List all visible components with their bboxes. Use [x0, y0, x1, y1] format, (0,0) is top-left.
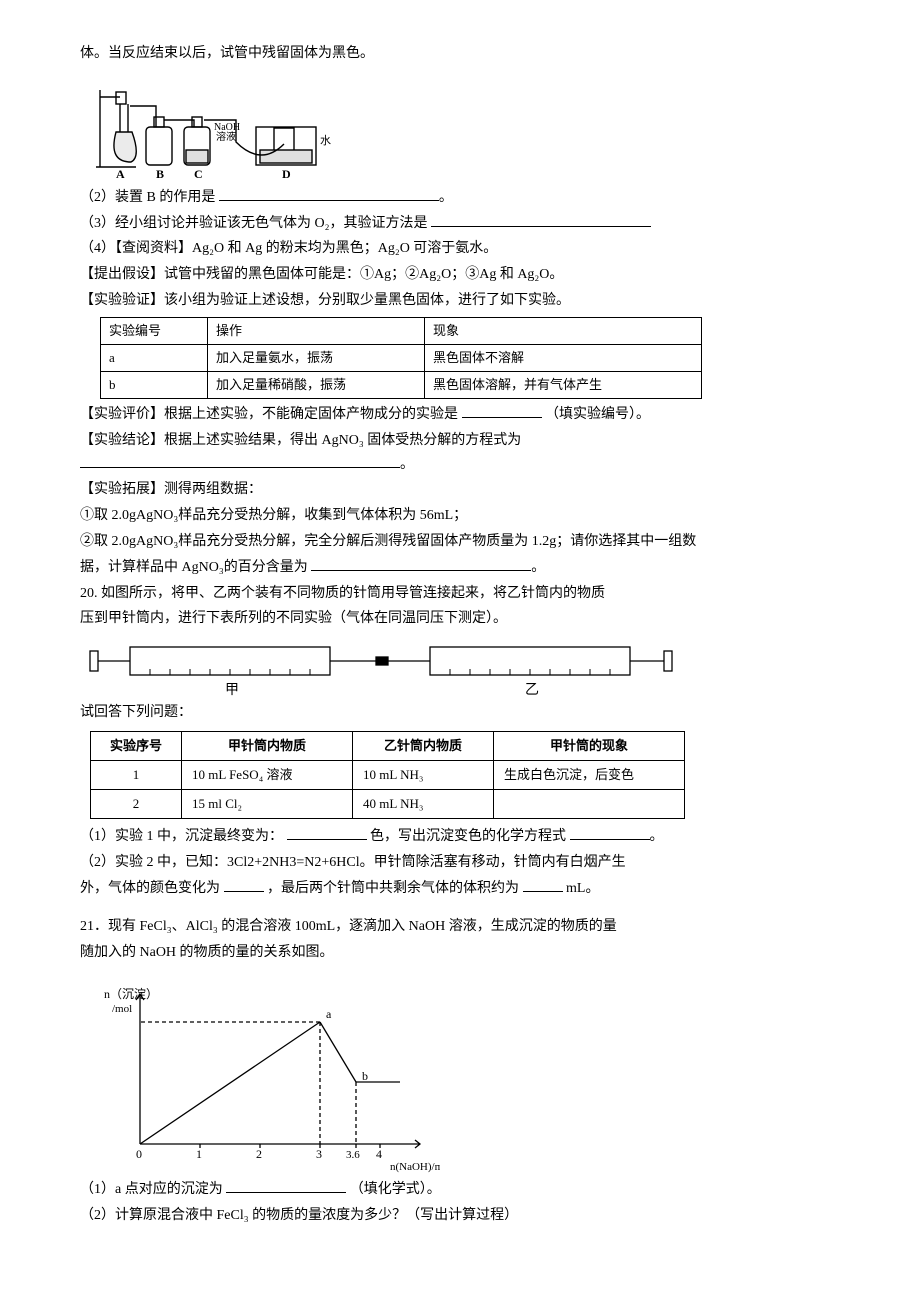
table-row: 实验编号 操作 现象 [101, 317, 702, 344]
q21-1-text: （1）a 点对应的沉淀为 [80, 1182, 223, 1197]
q20-2c-text: ，最后两个针筒中共剩余气体的体积约为 [267, 881, 519, 896]
tick-1: 1 [196, 1147, 202, 1161]
q21-1: （1）a 点对应的沉淀为 （填化学式）。 [80, 1178, 840, 1202]
eval-text: 【实验评价】根据上述实验，不能确定固体产物成分的实验是 [80, 407, 458, 422]
cell: b [101, 371, 208, 398]
syringe-left-label: 甲 [225, 683, 239, 698]
blank-colorchange [224, 877, 264, 892]
spacer [80, 903, 840, 913]
blank-percent [311, 556, 531, 571]
table-row: 实验序号 甲针筒内物质 乙针筒内物质 甲针筒的现象 [91, 732, 685, 761]
th-op: 操作 [208, 317, 425, 344]
y-axis-label-1: n（沉淀） [104, 987, 158, 1001]
intro-line: 体。当反应结束以后，试管中残留固体为黑色。 [80, 42, 840, 66]
blank-eq2 [570, 825, 650, 840]
table-row: 1 10 mL FeSO₄ 溶液 10 mL NH₃ 生成白色沉淀，后变色 [91, 761, 685, 790]
eval-suffix: （填实验编号）。 [545, 407, 650, 422]
q20-2b: 外，气体的颜色变化为 ，最后两个针筒中共剩余气体的体积约为 mL。 [80, 877, 840, 901]
point-b-label: b [362, 1069, 368, 1083]
tick-0: 0 [136, 1147, 142, 1161]
cell [494, 790, 685, 819]
q4-line: （4）【查阅资料】Ag₂O 和 Ag 的粉末均为黑色；Ag₂O 可溶于氨水。 [80, 237, 840, 261]
verify-intro: 【实验验证】该小组为验证上述设想，分别取少量黑色固体，进行了如下实验。 [80, 289, 840, 313]
tick-4: 4 [376, 1147, 382, 1161]
apparatus-label-a: A [116, 167, 125, 181]
syringe-right-label: 乙 [525, 682, 539, 698]
th: 甲针筒内物质 [182, 732, 353, 761]
blank-equation [80, 453, 400, 468]
hypothesis-line: 【提出假设】试管中残留的黑色固体可能是：①Ag；②Ag₂O；③Ag 和 Ag₂O… [80, 263, 840, 287]
naoh-label-2: 溶液 [216, 130, 236, 143]
blank-volume [523, 877, 563, 892]
table-row: 2 15 ml Cl₂ 40 mL NH₃ [91, 790, 685, 819]
q20-a: 20. 如图所示，将甲、乙两个装有不同物质的针筒用导管连接起来，将乙针筒内的物质 [80, 582, 840, 606]
syringe-table: 实验序号 甲针筒内物质 乙针筒内物质 甲针筒的现象 1 10 mL FeSO₄ … [90, 731, 685, 819]
q21-1-suffix: （填化学式）。 [350, 1182, 441, 1197]
q2-text: （2）装置 B 的作用是 [80, 190, 215, 205]
q3-line: （3）经小组讨论并验证该无色气体为 O₂，其验证方法是 [80, 212, 840, 236]
apparatus-label-c: C [194, 167, 203, 181]
q21-a: 21．现有 FeCl₃、AlCl₃ 的混合溶液 100mL，逐滴加入 NaOH … [80, 915, 840, 939]
tick-3-6: 3.6 [346, 1149, 360, 1161]
apparatus-figure: NaOH 溶液 水 A B C D [86, 72, 346, 182]
q20-b: 压到甲针筒内，进行下表所列的不同实验（气体在同温同压下测定）。 [80, 607, 840, 631]
th-exp-no: 实验编号 [101, 317, 208, 344]
q3-text: （3）经小组讨论并验证该无色气体为 O₂，其验证方法是 [80, 216, 428, 231]
page: 体。当反应结束以后，试管中残留固体为黑色。 [0, 0, 920, 1290]
eval-line: 【实验评价】根据上述实验，不能确定固体产物成分的实验是 （填实验编号）。 [80, 403, 840, 427]
ext2b: 据，计算样品中 AgNO₃的百分含量为 。 [80, 556, 840, 580]
q21-2: （2）计算原混合液中 FeCl₃ 的物质的量浓度为多少？（写出计算过程） [80, 1204, 840, 1228]
q20-1-text: （1）实验 1 中，沉淀最终变为： [80, 829, 283, 844]
blank-formula [226, 1178, 346, 1193]
q20-1-mid: 色，写出沉淀变色的化学方程式 [370, 829, 566, 844]
q20-2a: （2）实验 2 中，已知：3Cl2+2NH3=N2+6HCl。甲针筒除活塞有移动… [80, 851, 840, 875]
cell: 15 ml Cl₂ [182, 790, 353, 819]
cell: 2 [91, 790, 182, 819]
ext1: ①取 2.0gAgNO₃样品充分受热分解，收集到气体体积为 56mL； [80, 504, 840, 528]
th: 实验序号 [91, 732, 182, 761]
q2-line: （2）装置 B 的作用是 。 [80, 186, 840, 210]
th: 乙针筒内物质 [353, 732, 494, 761]
tick-3: 3 [316, 1147, 322, 1161]
extension-head: 【实验拓展】测得两组数据： [80, 478, 840, 502]
blank-color [287, 825, 367, 840]
blank-o2-verify [431, 212, 651, 227]
ext2b-text: 据，计算样品中 AgNO₃的百分含量为 [80, 560, 308, 575]
point-a-label: a [326, 1007, 332, 1021]
answer-prompt: 试回答下列问题： [80, 701, 840, 725]
x-axis-label: n(NaOH)/mol [390, 1161, 440, 1173]
table-row: b 加入足量稀硝酸，振荡 黑色固体溶解，并有气体产生 [101, 371, 702, 398]
cell: 生成白色沉淀，后变色 [494, 761, 685, 790]
cell: 加入足量稀硝酸，振荡 [208, 371, 425, 398]
blank-b-function [219, 186, 439, 201]
cell: 10 mL FeSO₄ 溶液 [182, 761, 353, 790]
ext2a: ②取 2.0gAgNO₃样品充分受热分解，完全分解后测得残留固体产物质量为 1.… [80, 530, 840, 554]
tick-2: 2 [256, 1147, 262, 1161]
verify-table: 实验编号 操作 现象 a 加入足量氨水，振荡 黑色固体不溶解 b 加入足量稀硝酸… [100, 317, 702, 399]
water-label: 水 [320, 134, 331, 147]
cell: 黑色固体不溶解 [425, 344, 702, 371]
apparatus-label-b: B [156, 167, 164, 181]
cell: 10 mL NH₃ [353, 761, 494, 790]
blank-eval [462, 403, 542, 418]
y-axis-label-2: /mol [112, 1003, 132, 1015]
apparatus-label-d: D [282, 167, 291, 181]
q20-2d-text: mL。 [566, 881, 599, 896]
table-row: a 加入足量氨水，振荡 黑色固体不溶解 [101, 344, 702, 371]
th-phenom: 现象 [425, 317, 702, 344]
th: 甲针筒的现象 [494, 732, 685, 761]
cell: a [101, 344, 208, 371]
q20-2b-text: 外，气体的颜色变化为 [80, 881, 220, 896]
q21-b: 随加入的 NaOH 的物质的量的关系如图。 [80, 941, 840, 965]
cell: 40 mL NH₃ [353, 790, 494, 819]
syringe-figure: 甲 乙 [80, 639, 680, 699]
cell: 1 [91, 761, 182, 790]
conclusion-line: 【实验结论】根据上述实验结果，得出 AgNO₃ 固体受热分解的方程式为 。 [80, 429, 840, 477]
precipitate-chart: n（沉淀） /mol a b 0 1 2 3 3.6 4 n(NaOH)/mol [100, 974, 440, 1174]
cell: 黑色固体溶解，并有气体产生 [425, 371, 702, 398]
q20-1: （1）实验 1 中，沉淀最终变为： 色，写出沉淀变色的化学方程式 。 [80, 825, 840, 849]
conclusion-text: 【实验结论】根据上述实验结果，得出 AgNO₃ 固体受热分解的方程式为 [80, 433, 521, 448]
cell: 加入足量氨水，振荡 [208, 344, 425, 371]
